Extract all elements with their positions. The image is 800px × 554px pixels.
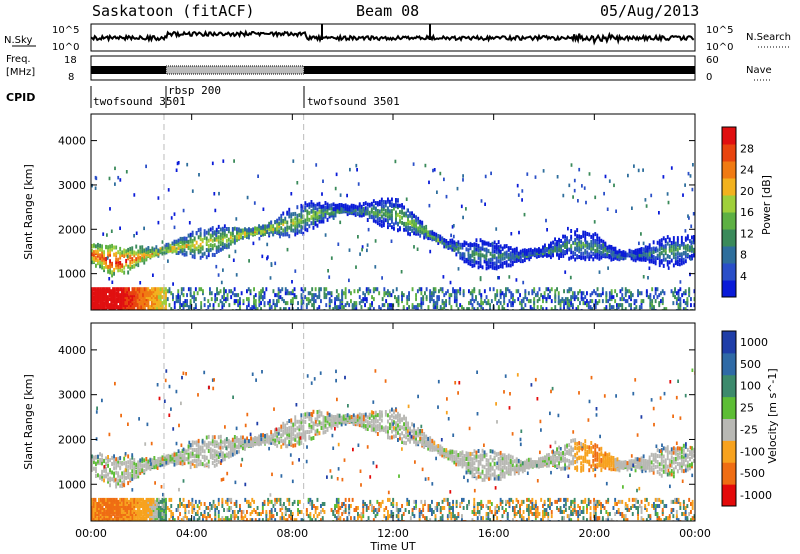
- y-tick-label: 1000: [58, 478, 86, 491]
- x-tick-label: 08:00: [276, 527, 308, 540]
- colorbar-swatch: [722, 195, 736, 213]
- nsky-tick-top: 10^5: [52, 25, 79, 36]
- y-tick-label: 4000: [58, 344, 86, 357]
- freq-band-middle: [165, 65, 305, 75]
- colorbar-tick-label: 1000: [740, 336, 768, 349]
- colorbar-swatch: [722, 161, 736, 179]
- freq-strip: Freq. [MHz] 18 8 60 0 Nave: [6, 54, 772, 83]
- colorbar-tick-label: -1000: [740, 489, 772, 502]
- station-title: Saskatoon (fitACF): [92, 2, 255, 20]
- freq-band-left: [91, 66, 166, 74]
- colorbar-swatch: [722, 440, 736, 463]
- colorbar-swatch: [722, 280, 736, 298]
- colorbar-tick-label: -100: [740, 445, 765, 458]
- cpid-segment-3: twofsound 3501: [307, 95, 400, 108]
- power-ylabel: Slant Range [km]: [22, 164, 35, 260]
- colorbar-tick-label: 28: [740, 142, 754, 155]
- power-colorbar: 4 8 12 16 20 24 28 Power [dB]: [721, 126, 773, 298]
- date-title: 05/Aug/2013: [600, 2, 699, 20]
- cpid-segment-1: twofsound 3501: [93, 95, 186, 108]
- y-tick-label: 3000: [58, 389, 86, 402]
- x-tick-label: 04:00: [176, 527, 208, 540]
- colorbar-tick-label: 4: [740, 270, 747, 283]
- nsky-label: N.Sky: [4, 35, 32, 46]
- colorbar-tick-label: 500: [740, 358, 761, 371]
- colorbar-swatch: [722, 418, 736, 441]
- power-yticks: 1000 2000 3000 4000: [58, 135, 695, 281]
- colorbar-swatch: [722, 484, 736, 507]
- colorbar-tick-label: 16: [740, 206, 754, 219]
- beam-title: Beam 08: [356, 2, 419, 20]
- power-colorbar-label: Power [dB]: [760, 175, 773, 235]
- colorbar-tick-label: 12: [740, 227, 754, 240]
- nave-label: Nave: [746, 65, 772, 76]
- freq-tick-bottom: 8: [68, 72, 74, 83]
- y-tick-label: 2000: [58, 433, 86, 446]
- nsearch-label: N.Search: [746, 32, 791, 43]
- colorbar-swatch: [722, 352, 736, 376]
- x-tick-label: 00:00: [679, 527, 711, 540]
- colorbar-swatch: [722, 144, 736, 162]
- cpid-segment-2: rbsp 200: [168, 84, 221, 97]
- velocity-colorbar-label: Velocity [m s^-1]: [766, 368, 779, 463]
- freq-tick-top: 18: [64, 55, 77, 66]
- colorbar-tick-label: 24: [740, 164, 754, 177]
- colorbar-swatch: [722, 396, 736, 419]
- colorbar-swatch: [722, 263, 736, 281]
- x-tick-label: 00:00: [75, 527, 107, 540]
- x-tick-label: 16:00: [478, 527, 510, 540]
- nsky-strip: N.Sky 10^5 10^0 10^5 10^0 N.Search: [4, 23, 791, 53]
- x-axis-ticks: 00:00 04:00 08:00 12:00 16:00 20:00 00:00: [75, 114, 711, 540]
- nsearch-tick-bottom: 10^0: [706, 42, 733, 53]
- y-tick-label: 2000: [58, 223, 86, 236]
- velocity-yticks: 1000 2000 3000 4000: [58, 344, 695, 491]
- power-data: [91, 114, 695, 310]
- colorbar-tick-label: 8: [740, 249, 747, 262]
- velocity-panel: Slant Range [km] 1000 2000 3000 4000: [22, 322, 696, 522]
- colorbar-swatch: [722, 331, 736, 354]
- y-tick-label: 1000: [58, 268, 86, 281]
- x-tick-label: 20:00: [578, 527, 610, 540]
- freq-band-right: [304, 66, 695, 74]
- x-tick-label: 12:00: [377, 527, 409, 540]
- colorbar-swatch: [722, 212, 736, 230]
- colorbar-swatch: [722, 374, 736, 398]
- nsky-tick-bottom: 10^0: [52, 42, 79, 53]
- velocity-ylabel: Slant Range [km]: [22, 374, 35, 470]
- nsearch-tick-top: 10^5: [706, 25, 733, 36]
- x-axis-label: Time UT: [369, 540, 415, 553]
- colorbar-swatch: [722, 229, 736, 247]
- velocity-colorbar: 1000 500 100 25 -25 -100 -500 -1000 Velocity [m…: [721, 330, 779, 507]
- colorbar-swatch: [722, 246, 736, 264]
- freq-label-line2: [MHz]: [6, 67, 35, 78]
- colorbar-tick-label: 20: [740, 185, 754, 198]
- power-panel: Slant Range [km] 1000 2000 3000 4000: [22, 113, 696, 311]
- nave-tick-top: 60: [706, 55, 719, 66]
- colorbar-tick-label: 25: [740, 402, 754, 415]
- colorbar-swatch: [722, 462, 736, 485]
- nave-tick-bottom: 0: [706, 72, 712, 83]
- colorbar-tick-label: 100: [740, 380, 761, 393]
- y-tick-label: 4000: [58, 135, 86, 148]
- colorbar-swatch: [722, 178, 736, 196]
- cpid-strip: CPID twofsound 3501 rbsp 200 twofsound 3…: [6, 84, 400, 108]
- velocity-data: [91, 323, 695, 521]
- nsky-trace: [90, 29, 695, 46]
- cpid-label: CPID: [6, 91, 35, 104]
- colorbar-tick-label: -25: [740, 423, 758, 436]
- colorbar-swatch: [722, 127, 736, 145]
- y-tick-label: 3000: [58, 179, 86, 192]
- colorbar-tick-label: -500: [740, 467, 765, 480]
- freq-label-line1: Freq.: [6, 54, 31, 65]
